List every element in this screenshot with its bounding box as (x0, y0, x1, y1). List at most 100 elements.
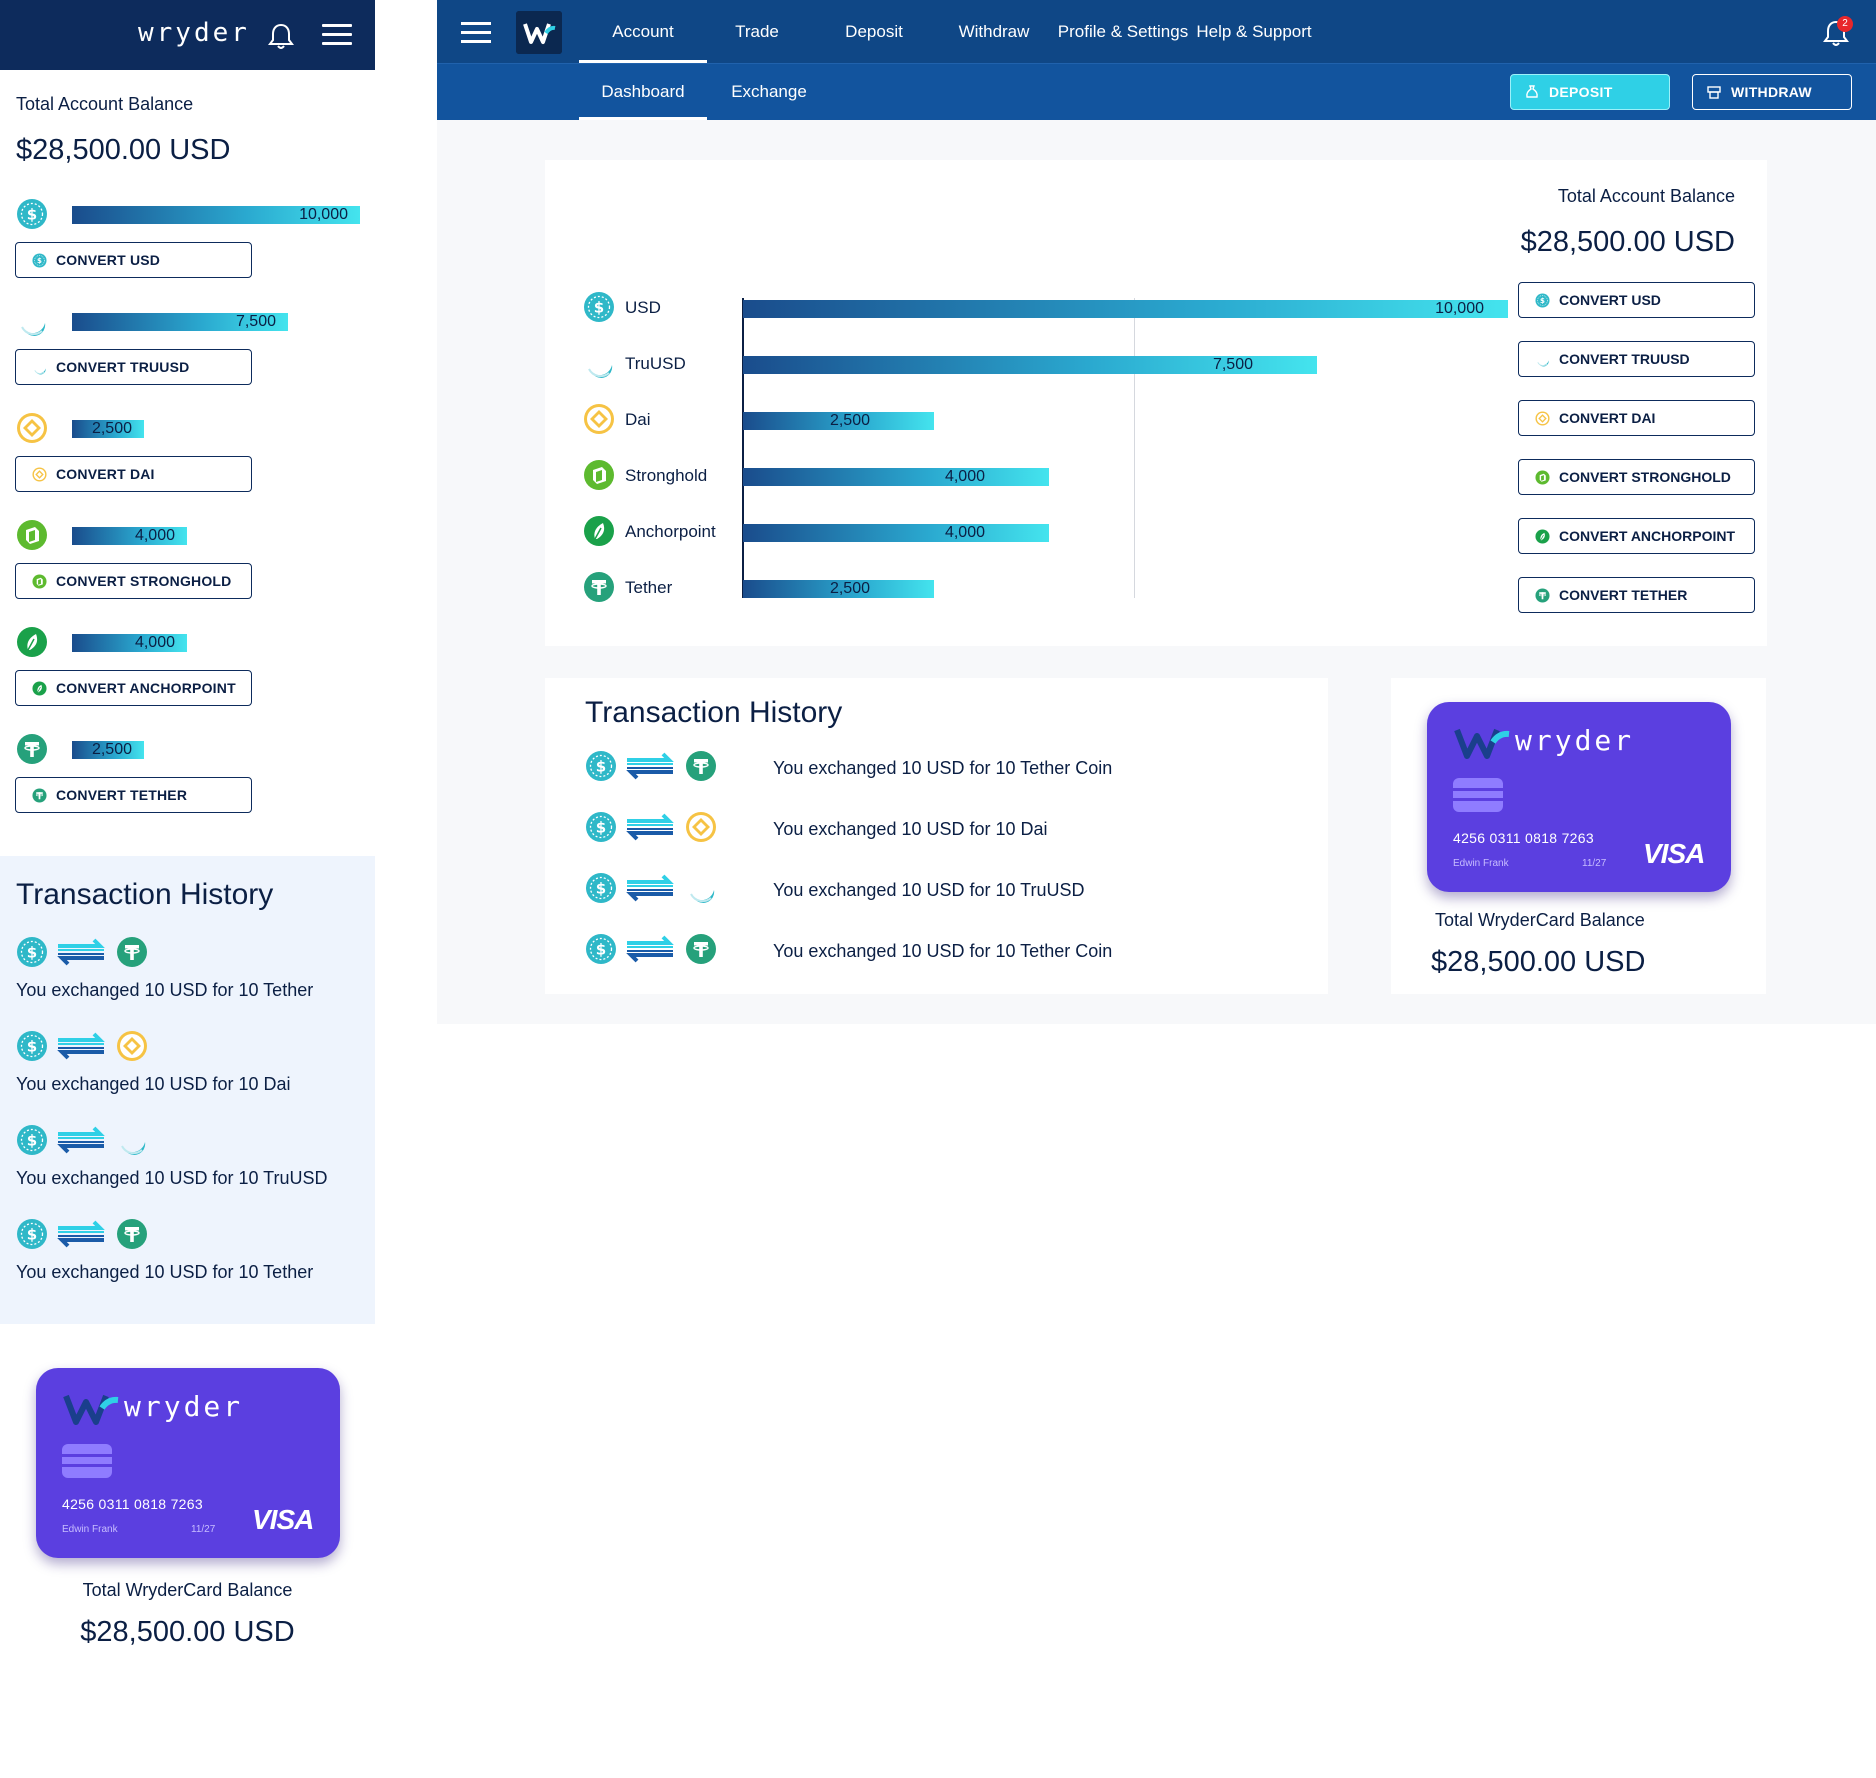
convert-button-label: CONVERT TRUUSD (56, 359, 190, 375)
anchorpoint-coin-icon (1535, 529, 1550, 544)
chart-row-dai: Dai 2,500 (545, 400, 1767, 440)
exchange-arrows-icon (56, 935, 106, 974)
convert-truusd-button[interactable]: CONVERT TRUUSD (1518, 341, 1755, 377)
nav-help-support[interactable]: Help & Support (1196, 22, 1312, 41)
bar-value-label: 2,500 (91, 420, 132, 437)
balance-row-tether: 2,500 CONVERT TETHER (0, 733, 375, 840)
bar-value-label: 4,000 (134, 634, 175, 651)
atm-icon (1707, 86, 1721, 99)
usd-coin-icon: $ (16, 198, 48, 230)
chart-bar: 2,500 (743, 580, 934, 598)
transaction-item[interactable]: $ You exchanged 10 USD for 10 Dai (16, 1030, 366, 1110)
desktop-view: Account Trade Deposit Withdraw Profile & Set… (437, 0, 1876, 1024)
exchange-arrows-icon (56, 1029, 106, 1068)
convert-dai-button[interactable]: CONVERT DAI (15, 456, 252, 492)
chart-bar: 2,500 (743, 412, 934, 430)
bar-value-label: 2,500 (829, 412, 870, 429)
balance-bar: 2,500 (72, 420, 144, 438)
transaction-item[interactable]: $ You exchanged 10 USD for 10 TruUSD (16, 1124, 366, 1204)
transaction-item[interactable]: $ You exchanged 10 USD for 10 Dai (585, 811, 1285, 851)
convert-usd-button[interactable]: $ CONVERT USD (15, 242, 252, 278)
tether-coin-icon (685, 933, 717, 970)
withdraw-button[interactable]: WITHDRAW (1692, 74, 1852, 110)
convert-stronghold-button[interactable]: CONVERT STRONGHOLD (1518, 459, 1755, 495)
transaction-text: You exchanged 10 USD for 10 TruUSD (16, 1168, 328, 1188)
svg-text:$: $ (27, 944, 37, 962)
stronghold-coin-icon (32, 574, 47, 589)
tether-coin-icon (685, 750, 717, 787)
wryder-card[interactable]: wryder 4256 0311 0818 7263 Edwin Frank 11/2… (36, 1368, 340, 1558)
hamburger-menu-icon[interactable] (322, 24, 352, 46)
tab-exchange[interactable]: Exchange (731, 82, 807, 101)
convert-button-label: CONVERT DAI (56, 466, 155, 482)
stronghold-coin-icon (583, 459, 615, 491)
bell-icon[interactable] (268, 22, 294, 50)
transaction-item[interactable]: $ You exchanged 10 USD for 10 Tether Coin (585, 750, 1285, 790)
card-chip-icon (62, 1444, 112, 1478)
dai-coin-icon (32, 467, 47, 482)
usd-coin-icon: $ (1535, 293, 1550, 308)
nav-deposit[interactable]: Deposit (845, 22, 903, 41)
tab-dashboard[interactable]: Dashboard (579, 63, 707, 120)
dai-coin-icon (1535, 411, 1550, 426)
card-expiry: 11/27 (1582, 858, 1607, 869)
convert-button-label: CONVERT DAI (1559, 410, 1656, 426)
usd-coin-icon: $ (585, 933, 617, 970)
balance-value: $28,500.00 USD (1520, 226, 1735, 258)
transaction-icons: $ (16, 936, 176, 970)
deposit-button[interactable]: DEPOSIT (1510, 74, 1670, 110)
balance-row-usd: $10,000 $ CONVERT USD (0, 198, 375, 305)
convert-truusd-button[interactable]: CONVERT TRUUSD (15, 349, 252, 385)
balance-row-anchorpoint: 4,000 CONVERT ANCHORPOINT (0, 626, 375, 733)
wryder-logo-icon[interactable] (516, 11, 562, 54)
transaction-history-title: Transaction History (585, 696, 843, 729)
nav-withdraw[interactable]: Withdraw (958, 22, 1030, 41)
chart-bar: 4,000 (743, 524, 1049, 542)
anchorpoint-coin-icon (583, 515, 615, 547)
convert-anchorpoint-button[interactable]: CONVERT ANCHORPOINT (15, 670, 252, 706)
tether-coin-icon (16, 733, 48, 765)
transaction-text: You exchanged 10 USD for 10 Tether Coin (773, 758, 1113, 778)
mobile-logo[interactable]: wryder (138, 18, 250, 48)
wryder-card-panel: wryder 4256 0311 0818 7263 Edwin Frank 11/2… (1391, 678, 1766, 994)
exchange-arrows-icon (625, 810, 675, 849)
convert-usd-button[interactable]: $ CONVERT USD (1518, 282, 1755, 318)
balance-bar: 2,500 (72, 741, 144, 759)
exchange-arrows-icon (56, 1123, 106, 1162)
balance-bar: 4,000 (72, 527, 187, 545)
nav-trade[interactable]: Trade (735, 22, 779, 41)
tether-coin-icon (116, 1218, 148, 1255)
nav-account[interactable]: Account (579, 0, 707, 63)
dai-coin-icon (116, 1030, 148, 1067)
balance-bar: 4,000 (72, 634, 187, 652)
wryder-card[interactable]: wryder 4256 0311 0818 7263 Edwin Frank 11/2… (1427, 702, 1731, 892)
usd-coin-icon: $ (32, 253, 47, 268)
transaction-item[interactable]: $ You exchanged 10 USD for 10 Tether (16, 1218, 366, 1298)
convert-anchorpoint-button[interactable]: CONVERT ANCHORPOINT (1518, 518, 1755, 554)
bar-value-label: 10,000 (299, 206, 348, 223)
truusd-coin-icon (685, 872, 717, 909)
notification-badge: 2 (1837, 16, 1853, 32)
truusd-coin-icon (16, 305, 48, 337)
wryder-logo-icon (1454, 728, 1510, 759)
truusd-coin-icon (32, 360, 47, 375)
usd-coin-icon: $ (585, 872, 617, 909)
convert-button-label: CONVERT TETHER (56, 787, 188, 803)
nav-profile-settings[interactable]: Profile & Settings (1057, 22, 1189, 41)
convert-button-label: CONVERT STRONGHOLD (1559, 469, 1731, 485)
bar-value-label: 4,000 (134, 527, 175, 544)
chart-row-anchorpoint: Anchorpoint 4,000 (545, 512, 1767, 552)
tether-coin-icon (116, 936, 148, 973)
convert-button-label: CONVERT ANCHORPOINT (56, 680, 236, 696)
stronghold-coin-icon (1535, 470, 1550, 485)
convert-tether-button[interactable]: CONVERT TETHER (15, 777, 252, 813)
convert-dai-button[interactable]: CONVERT DAI (1518, 400, 1755, 436)
convert-stronghold-button[interactable]: CONVERT STRONGHOLD (15, 563, 252, 599)
balance-value: $28,500.00 USD (16, 134, 231, 166)
transaction-item[interactable]: $ You exchanged 10 USD for 10 TruUSD (585, 872, 1285, 912)
transaction-item[interactable]: $ You exchanged 10 USD for 10 Tether (16, 936, 366, 1016)
convert-tether-button[interactable]: CONVERT TETHER (1518, 577, 1755, 613)
hamburger-menu-icon[interactable] (461, 22, 491, 44)
exchange-arrows-icon (625, 932, 675, 971)
transaction-item[interactable]: $ You exchanged 10 USD for 10 Tether Coin (585, 933, 1285, 973)
